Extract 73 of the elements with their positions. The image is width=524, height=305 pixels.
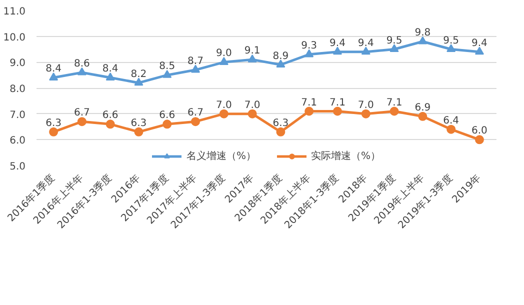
data-label: 9.3 — [301, 40, 318, 52]
y-tick-label: 8.0 — [10, 84, 26, 95]
point — [106, 72, 115, 80]
data-label: 9.5 — [443, 35, 460, 46]
point — [474, 135, 484, 144]
y-tick-label: 11.0 — [3, 6, 26, 18]
data-label: 9.4 — [358, 38, 374, 49]
y-tick-label: 6.0 — [10, 136, 26, 147]
data-label: 8.9 — [272, 50, 289, 62]
point — [49, 127, 58, 136]
data-label: 6.6 — [159, 110, 176, 122]
point — [418, 112, 428, 121]
data-label: 8.4 — [46, 64, 62, 75]
point — [77, 67, 86, 76]
data-label: 9.0 — [216, 48, 232, 60]
point — [418, 36, 428, 44]
point — [191, 64, 200, 73]
point — [332, 106, 342, 116]
data-label: 6.9 — [414, 102, 431, 114]
point — [390, 106, 399, 116]
data-label: 6.3 — [130, 118, 147, 129]
point — [361, 46, 370, 55]
point — [446, 124, 456, 134]
point — [134, 127, 144, 136]
point — [106, 120, 115, 129]
point — [219, 57, 228, 65]
point — [162, 70, 172, 78]
data-label: 9.4 — [472, 38, 488, 49]
point — [49, 72, 58, 80]
point — [304, 106, 314, 116]
data-label: 6.4 — [443, 115, 460, 126]
point — [276, 60, 286, 68]
legend-label: 名义增速（%） — [186, 150, 256, 163]
point — [390, 44, 399, 52]
legend-label: 实际增速（%） — [311, 150, 381, 163]
point — [134, 78, 144, 86]
data-label: 6.0 — [472, 126, 488, 137]
data-label: 7.1 — [330, 97, 346, 108]
point — [276, 127, 286, 136]
data-label: 7.1 — [301, 97, 318, 108]
data-label: 6.3 — [46, 118, 62, 129]
point — [248, 54, 257, 62]
data-label: 9.8 — [414, 28, 431, 38]
data-label: 6.7 — [188, 108, 204, 119]
data-label: 8.4 — [102, 64, 118, 75]
point — [77, 117, 86, 126]
data-label: 8.5 — [159, 61, 176, 72]
data-label: 7.0 — [216, 100, 232, 111]
data-label: 6.6 — [102, 110, 118, 122]
y-tick-label: 5.0 — [10, 162, 26, 172]
y-tick-label: 10.0 — [3, 32, 26, 44]
point — [219, 109, 228, 118]
data-label: 8.6 — [74, 58, 90, 70]
point — [332, 46, 342, 55]
y-tick-label: 9.0 — [10, 58, 26, 70]
data-label: 8.2 — [130, 68, 147, 80]
data-label: 7.0 — [244, 100, 260, 111]
point — [248, 109, 257, 118]
point — [361, 109, 370, 118]
data-label: 6.7 — [74, 108, 90, 119]
point — [191, 117, 200, 126]
point — [474, 46, 484, 55]
point — [304, 49, 314, 58]
point — [446, 44, 456, 52]
data-label: 9.1 — [244, 46, 260, 57]
data-label: 9.5 — [386, 35, 402, 46]
y-tick-label: 7.0 — [10, 110, 26, 121]
data-label: 9.4 — [330, 38, 346, 49]
data-label: 6.3 — [272, 118, 289, 129]
data-label: 8.7 — [188, 56, 204, 67]
point — [162, 120, 172, 129]
data-label: 7.0 — [358, 100, 374, 111]
data-label: 7.1 — [386, 97, 402, 108]
